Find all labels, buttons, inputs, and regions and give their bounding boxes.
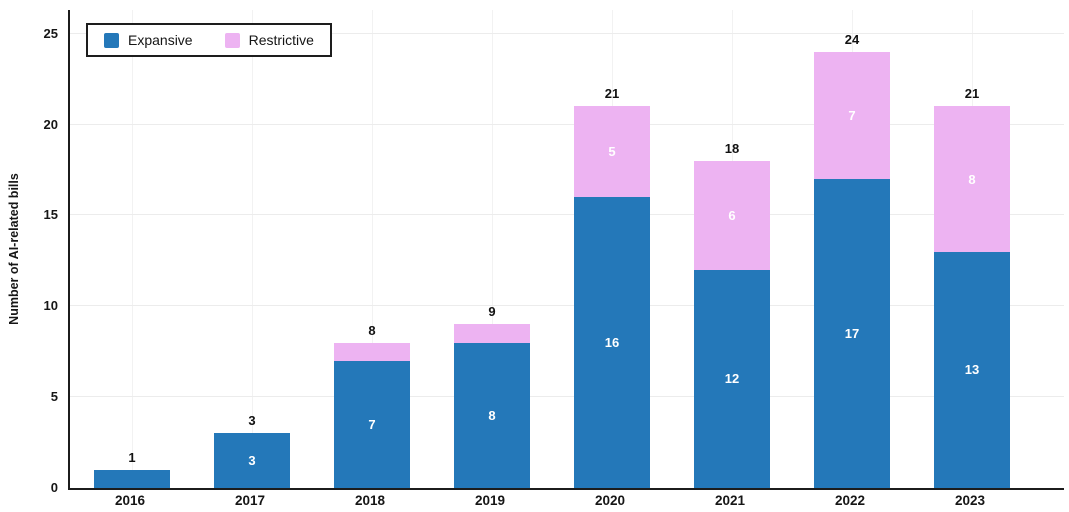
y-tick-label: 15 (43, 207, 58, 223)
bar-segment-value: 13 (964, 362, 980, 378)
legend-item-restrictive: Restrictive (224, 32, 314, 48)
y-tick-label: 5 (50, 389, 58, 405)
y-tick-label: 25 (43, 25, 58, 41)
legend-swatch-expansive (104, 32, 119, 48)
vertical-gridline (492, 10, 493, 488)
x-tick-label: 2022 (834, 493, 866, 508)
bar-total-value: 8 (368, 322, 376, 338)
x-tick-label: 2023 (954, 493, 986, 508)
bar-segment-restrictive-2018 (334, 342, 410, 361)
x-tick-label: 2020 (594, 493, 626, 508)
bar-total-value: 1 (128, 449, 136, 465)
bar-segment-value: 16 (604, 335, 620, 351)
legend: Expansive Restrictive (86, 23, 332, 57)
bar-segment-value: 8 (488, 407, 496, 423)
x-tick-label: 2017 (234, 493, 266, 508)
bar-segment-restrictive-2020: 5 (574, 106, 650, 198)
bar-segment-value: 17 (844, 326, 860, 342)
y-tick-label: 0 (50, 480, 58, 495)
bar-segment-value: 7 (368, 416, 376, 432)
x-tick-label: 2018 (354, 493, 386, 508)
y-tick-label: 10 (43, 298, 58, 314)
bar-segment-restrictive-2023: 8 (934, 106, 1010, 252)
bar-segment-value: 6 (728, 207, 736, 223)
bar-total-value: 3 (248, 413, 256, 429)
legend-swatch-restrictive (224, 32, 240, 48)
bar-segment-expansive-2019: 8 (454, 342, 530, 488)
horizontal-gridline (70, 305, 1064, 307)
bar-segment-restrictive-2019 (454, 324, 530, 343)
horizontal-gridline (70, 123, 1064, 125)
bar-segment-expansive-2018: 7 (334, 360, 410, 488)
bar-total-value: 21 (964, 86, 980, 102)
legend-label: Restrictive (248, 32, 314, 48)
horizontal-gridline (70, 214, 1064, 216)
bar-segment-expansive-2023: 13 (934, 251, 1010, 488)
legend-item-expansive: Expansive (104, 32, 193, 48)
vertical-gridline (252, 10, 253, 488)
bar-total-value: 21 (604, 86, 620, 102)
bar-segment-expansive-2020: 16 (574, 197, 650, 488)
horizontal-gridline (70, 32, 1064, 34)
y-tick-label: 20 (43, 116, 58, 132)
horizontal-gridline (70, 396, 1064, 398)
plot-area: 1 3 3 7 8 8 9 16 5 21 12 6 18 17 7 24 13 8 21 (68, 10, 1064, 490)
bar-segment-restrictive-2022: 7 (814, 51, 890, 180)
x-tick-label: 2016 (114, 493, 146, 508)
bar-segment-expansive-2017: 3 (214, 433, 290, 488)
vertical-gridline (372, 10, 373, 488)
bar-segment-value: 5 (608, 144, 616, 160)
bar-segment-expansive-2022: 17 (814, 179, 890, 488)
bar-total-value: 24 (844, 31, 860, 47)
bar-total-value: 18 (724, 140, 740, 156)
bar-total-value: 9 (488, 304, 496, 320)
vertical-gridline (132, 10, 133, 488)
x-tick-label: 2019 (474, 493, 506, 508)
bar-segment-restrictive-2021: 6 (694, 160, 770, 270)
bar-segment-expansive-2016 (94, 469, 170, 488)
bar-segment-value: 7 (848, 107, 856, 123)
bar-segment-value: 12 (724, 371, 740, 387)
bar-segment-value: 3 (248, 453, 256, 469)
legend-label: Expansive (128, 32, 193, 48)
bar-segment-value: 8 (968, 171, 976, 187)
x-tick-label: 2021 (714, 493, 746, 508)
bar-segment-expansive-2021: 12 (694, 269, 770, 488)
